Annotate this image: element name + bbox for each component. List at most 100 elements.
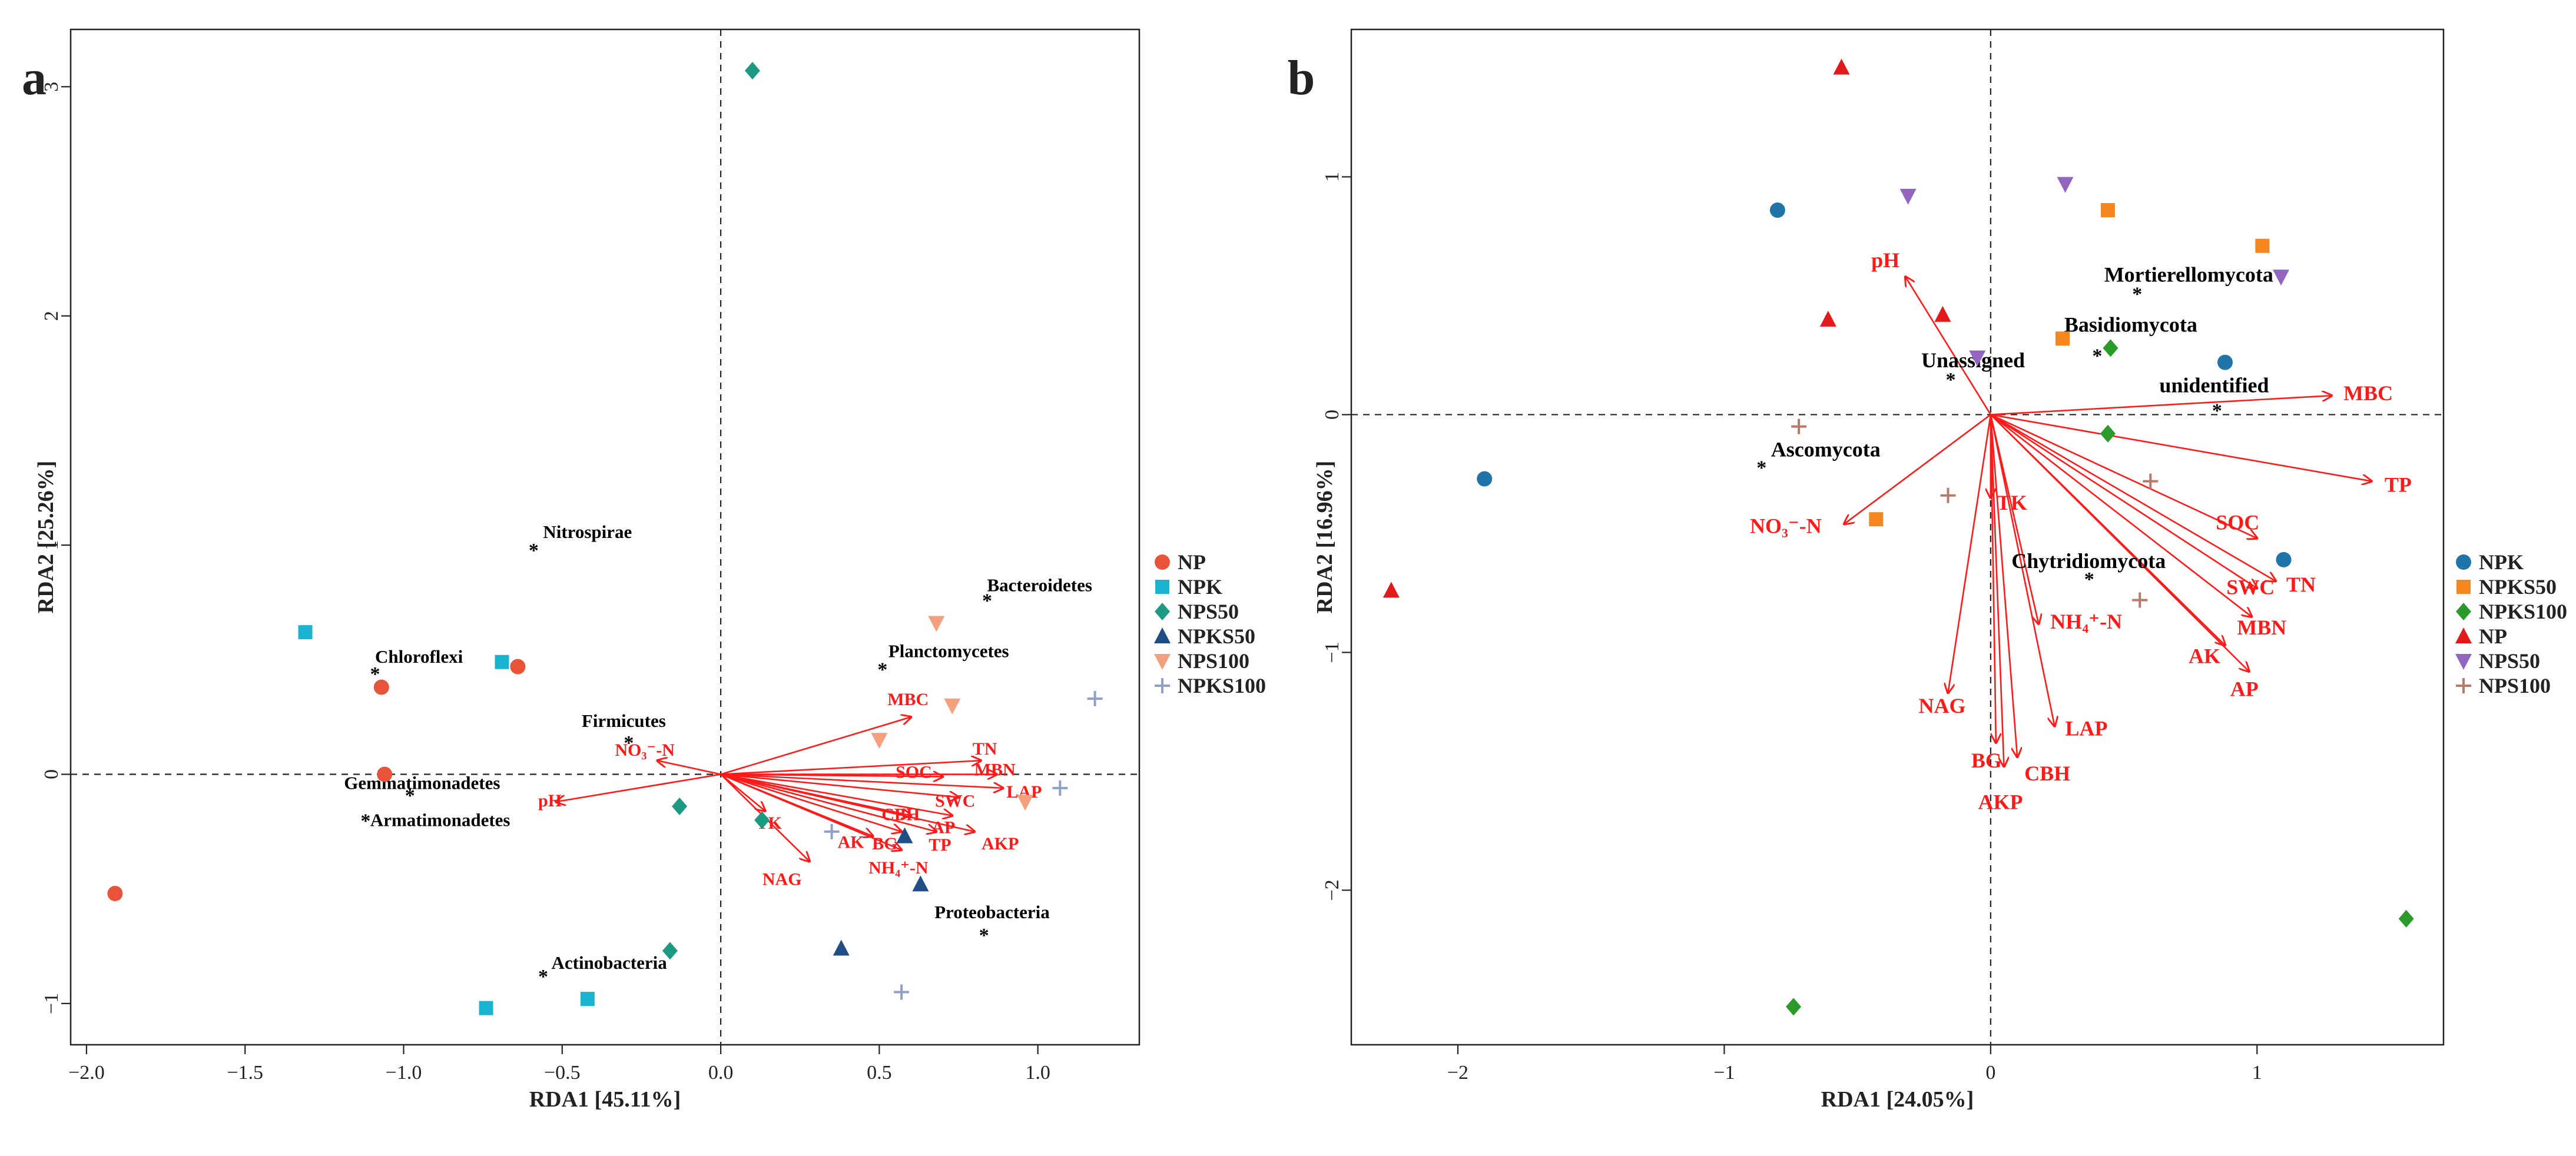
taxon-label: Planctomycetes [888, 640, 1009, 661]
taxon-point: * [1756, 457, 1766, 479]
taxon-point: * [360, 810, 370, 832]
legend-marker-nps50 [2455, 654, 2472, 670]
y-tick-label: −1 [41, 993, 62, 1014]
y-tick-label: −2 [1321, 879, 1343, 901]
y-tick-label: 2 [41, 311, 62, 321]
env-vector-label: SWC [2226, 575, 2275, 599]
taxon-point: * [979, 925, 989, 946]
taxon-label: Chloroflexi [375, 646, 463, 667]
legend-marker-npk [1155, 580, 1169, 594]
panel-a: −2.0 −1.5 −1.0 −0.5 0.0 0.5 1.0 −1 0 1 2 3 RDA1 [45.… [22, 28, 1266, 1112]
y-axis-title: RDA2 [16.96%] [1312, 461, 1337, 614]
env-vector-label: AP [2230, 677, 2259, 701]
sample-point-npks50 [2255, 238, 2270, 253]
env-vector-label: MBN [2237, 616, 2286, 639]
x-axis-title: RDA1 [45.11%] [529, 1087, 681, 1112]
env-vector-label: TN [2286, 573, 2316, 596]
x-axis-title: RDA1 [24.05%] [1821, 1087, 1974, 1112]
env-vector-arrow [720, 773, 936, 832]
x-tick-label: −1 [1713, 1062, 1735, 1084]
x-tick-label: 0.5 [867, 1062, 892, 1084]
env-vector-arrow [1990, 414, 2276, 581]
taxon-label: Firmicutes [582, 710, 666, 731]
env-vector-label: TP [929, 835, 951, 855]
sample-point-npks100 [1786, 998, 1802, 1016]
x-tick-label: 1 [2252, 1062, 2262, 1084]
legend-marker-nps50 [1155, 603, 1170, 620]
panel-label: a [22, 51, 47, 105]
legend-marker-npks50 [2456, 580, 2471, 594]
env-vector-arrow [1990, 414, 2257, 538]
sample-point-np [1833, 58, 1850, 75]
sample-point-nps50 [754, 811, 770, 829]
env-vector-arrow [1948, 414, 1992, 693]
x-tick-label: −0.5 [544, 1062, 581, 1084]
legend-label: NPS100 [1178, 649, 1249, 673]
legend-label: NPKS100 [1178, 674, 1266, 697]
env-vector-label: MBC [2343, 381, 2393, 405]
env-vector-label: TN [973, 739, 997, 759]
sample-point-npk [2276, 552, 2292, 567]
sample-point-npk [580, 992, 595, 1006]
env-vector-arrow [720, 773, 974, 832]
env-vector-arrow [720, 773, 765, 811]
sample-point-np [377, 766, 393, 782]
env-vector-label: AK [838, 833, 865, 852]
legend-label: NP [1178, 550, 1206, 574]
sample-point-nps100 [1940, 487, 1956, 503]
legend-label: NPS50 [1178, 600, 1239, 623]
env-vector-arrow [720, 773, 901, 850]
env-vector-arrow [1990, 414, 2038, 624]
legend-marker-npks50 [1154, 627, 1171, 643]
sample-point-npk [495, 655, 509, 669]
taxon-label: Bacteroidetes [987, 575, 1092, 596]
panel-label: b [1288, 51, 1315, 105]
sample-point-npk [1769, 202, 1785, 218]
env-vector-label: AP [931, 818, 955, 838]
y-tick-label: −1 [1321, 642, 1343, 663]
env-vector-arrow [556, 773, 721, 802]
env-vector-arrow [720, 773, 901, 832]
sample-point-nps100 [1017, 795, 1034, 811]
sample-point-npk [479, 1001, 493, 1015]
env-vector-arrow [1990, 414, 2257, 588]
y-tick-label: 0 [41, 769, 62, 779]
sample-point-nps50 [2273, 270, 2290, 286]
env-vector-arrow [1990, 414, 2249, 671]
sample-point-npks100 [2398, 909, 2414, 928]
env-vector-arrow [1990, 414, 2252, 616]
sample-point-npk [2217, 354, 2233, 370]
env-vector-label: pH [538, 791, 562, 810]
legend-marker-nps100 [2456, 678, 2471, 693]
env-vector-label: SOC [2216, 511, 2259, 534]
env-vector-arrow [1905, 277, 1991, 416]
sample-point-npks100 [1052, 780, 1068, 796]
env-vector-label: LAP [2065, 717, 2107, 740]
taxon-label: Basidiomycota [2064, 313, 2197, 336]
legend-label: NPKS50 [2479, 575, 2557, 599]
env-vector-label: CBH [2024, 762, 2070, 785]
taxon-point: * [2132, 283, 2142, 305]
sample-point-npks50 [1869, 512, 1884, 527]
sample-point-npks50 [833, 939, 850, 956]
taxon-point: * [2084, 569, 2094, 590]
sample-point-np [107, 886, 123, 902]
y-tick-label: 0 [1321, 410, 1343, 420]
env-vector-label: MBC [887, 690, 929, 709]
env-vector-label: SWC [935, 791, 975, 810]
sample-point-nps50 [1969, 350, 1986, 367]
taxon-label: Ascomycota [1771, 437, 1881, 461]
env-vector-arrow [721, 775, 943, 777]
env-vector-label: AKP [982, 834, 1019, 853]
legend-marker-npks100 [1155, 678, 1170, 693]
legend-label: NPK [1178, 575, 1222, 599]
taxon-label: unidentified [2159, 373, 2269, 397]
env-vector-arrow [1990, 414, 2004, 766]
taxon-label: Mortierellomycota [2104, 263, 2273, 286]
y-tick-label: 1 [1321, 172, 1343, 182]
env-vector-label: NH₄⁺-N [868, 858, 929, 878]
sample-point-nps100 [1791, 418, 1807, 434]
env-vector-arrow [1990, 396, 2332, 416]
y-tick-label: 1 [41, 540, 62, 550]
